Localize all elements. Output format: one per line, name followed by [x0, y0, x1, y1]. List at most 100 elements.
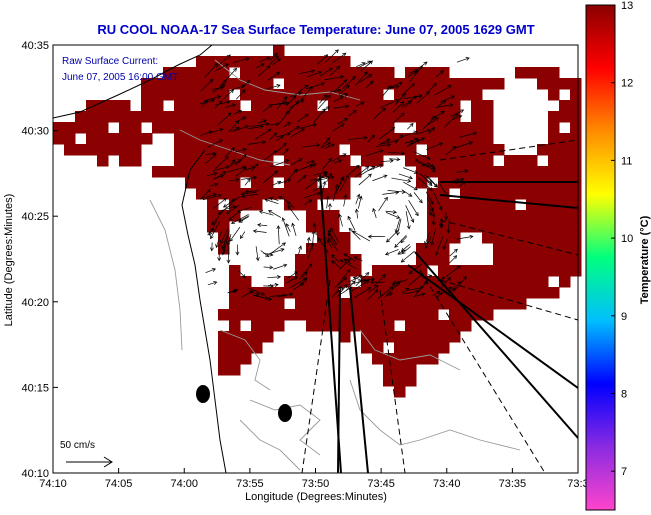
sst-cell [537, 287, 549, 299]
sst-cell [493, 232, 505, 244]
sst-cell [438, 298, 450, 310]
sst-cell [295, 265, 307, 277]
sst-cell [427, 254, 439, 266]
sst-cell [427, 320, 439, 332]
sst-cell [438, 232, 450, 244]
sst-cell [471, 89, 483, 101]
colorbar-label: Temperature (°C) [639, 215, 651, 304]
sst-cell [559, 111, 571, 123]
current-vector [305, 159, 315, 164]
sst-cell [207, 155, 219, 167]
sst-cell [515, 232, 527, 244]
sst-cell [306, 309, 318, 321]
current-vector [298, 69, 316, 75]
current-vector [238, 270, 246, 279]
current-vector [269, 52, 278, 61]
sst-cell [460, 320, 472, 332]
sst-cell [482, 100, 494, 112]
sst-cell [482, 188, 494, 200]
sst-cell [262, 144, 274, 156]
current-vector [224, 103, 236, 108]
sst-cell [218, 210, 230, 222]
sst-cell [185, 67, 197, 79]
sst-cell [350, 320, 362, 332]
current-vector [318, 237, 329, 253]
sst-cell [438, 331, 450, 343]
current-vector [403, 181, 418, 191]
sst-cell [438, 265, 450, 277]
sst-cell [317, 89, 329, 101]
sst-cell [295, 254, 307, 266]
sst-cell [427, 166, 439, 178]
sst-cell [317, 243, 329, 255]
sst-cell [251, 155, 263, 167]
sst-cell [240, 342, 252, 354]
sst-cell [75, 111, 87, 123]
sst-cell [306, 265, 318, 277]
sst-cell [328, 254, 340, 266]
sst-cell [207, 56, 219, 68]
sst-cell [339, 309, 351, 321]
current-vector [453, 281, 461, 289]
current-vector [312, 222, 317, 236]
sst-cell [262, 100, 274, 112]
current-vector [368, 285, 379, 293]
sst-cell [317, 309, 329, 321]
sst-cell [526, 287, 538, 299]
current-vector [227, 288, 239, 294]
colorbar-tick-label: 13 [621, 0, 633, 12]
current-vector [424, 231, 431, 246]
current-vector [300, 123, 317, 129]
sst-cell [416, 133, 428, 145]
sst-cell [295, 287, 307, 299]
current-vector [222, 235, 229, 254]
sst-cell [394, 386, 406, 398]
current-vector [300, 85, 313, 101]
current-vector [281, 217, 290, 237]
sst-cell [548, 254, 560, 266]
sst-cell [372, 144, 384, 156]
sst-cell [317, 287, 329, 299]
sst-cell [504, 276, 516, 288]
sst-cell [306, 199, 318, 211]
sst-cell [570, 254, 582, 266]
sst-cell [449, 78, 461, 90]
current-vector [454, 141, 474, 149]
sst-cell [482, 287, 494, 299]
sst-cell [416, 309, 428, 321]
current-vector [339, 259, 357, 269]
sst-cell [526, 166, 538, 178]
sst-cell [526, 155, 538, 167]
sst-cell [449, 144, 461, 156]
sst-cell [427, 221, 439, 233]
current-vector [338, 213, 343, 227]
sst-cell [119, 155, 131, 167]
sst-cell [427, 199, 439, 211]
sst-cell [251, 56, 263, 68]
sst-cell [251, 89, 263, 101]
sst-cell [251, 342, 263, 354]
sst-cell [284, 166, 296, 178]
current-vector [239, 231, 246, 240]
sst-cell [383, 276, 395, 288]
sst-cell [394, 353, 406, 365]
sst-cell [372, 320, 384, 332]
sst-fill-layer [53, 45, 582, 398]
sst-cell [174, 111, 186, 123]
sst-cell [240, 309, 252, 321]
sst-cell [372, 89, 384, 101]
sst-cell [86, 144, 98, 156]
sst-cell [427, 287, 439, 299]
colorbar: 13 12 11 10 9 8 7 Temperature (°C) [585, 0, 651, 511]
sst-cell [559, 276, 571, 288]
current-vector [290, 277, 308, 288]
current-vector [353, 287, 372, 299]
current-vector [297, 113, 309, 122]
current-vector [226, 234, 232, 246]
current-vector [212, 165, 230, 172]
sst-cell [273, 287, 285, 299]
current-vector [262, 104, 273, 113]
current-vector [238, 216, 249, 223]
sst-cell [471, 276, 483, 288]
current-vector [248, 290, 260, 296]
